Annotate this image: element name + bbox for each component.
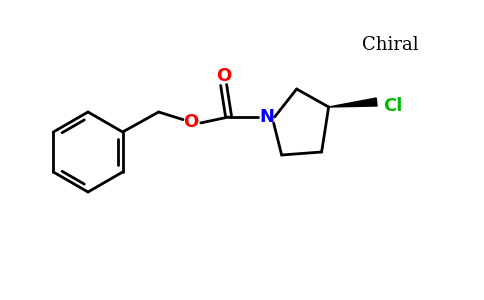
Text: Cl: Cl <box>383 97 402 115</box>
Text: O: O <box>216 67 231 85</box>
Polygon shape <box>329 98 377 107</box>
Text: N: N <box>259 108 274 126</box>
Text: O: O <box>183 113 198 131</box>
Text: Chiral: Chiral <box>362 36 418 54</box>
